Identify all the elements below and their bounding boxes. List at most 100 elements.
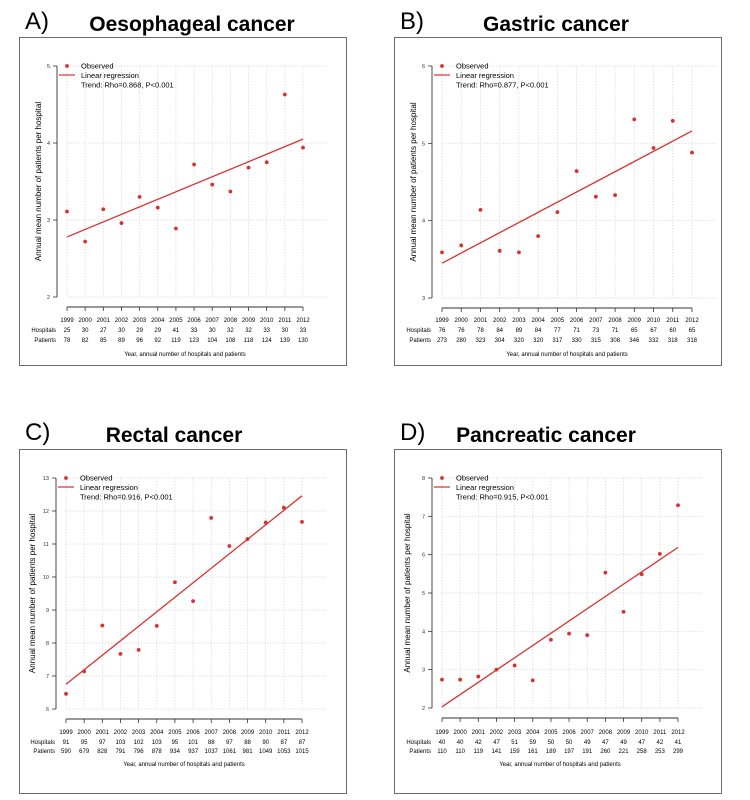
x-tick-label: 2004	[526, 730, 540, 736]
observed-point	[300, 519, 304, 524]
hospitals-count: 33	[300, 328, 307, 334]
observed-point	[209, 516, 214, 520]
hospitals-count: 51	[511, 740, 518, 746]
x-tick-label: 2012	[296, 318, 310, 324]
patients-count: 110	[437, 749, 447, 755]
hospitals-count: 49	[584, 740, 591, 746]
patients-count: 323	[475, 338, 486, 344]
plot-frame	[394, 449, 722, 794]
patients-count: 118	[244, 338, 254, 344]
hospitals-count: 73	[593, 328, 600, 334]
patients-count: 318	[668, 338, 679, 344]
x-tick-label: 2002	[115, 318, 129, 324]
patients-count: 92	[154, 338, 161, 344]
hospitals-count: 76	[458, 328, 465, 334]
observed-point	[118, 651, 123, 656]
observed-point	[245, 537, 250, 541]
patients-count: 299	[673, 749, 684, 755]
row-label-patients: Patients	[33, 749, 55, 755]
observed-point	[246, 165, 251, 170]
patients-count: 934	[170, 749, 181, 755]
patients-count: 981	[243, 749, 254, 755]
legend-observed-label: Observed	[456, 62, 489, 71]
y-tick-label: 6	[422, 64, 425, 70]
x-tick-label: 1999	[435, 730, 449, 736]
x-tick-label: 1999	[59, 730, 73, 736]
x-tick-label: 2011	[653, 730, 667, 736]
hospitals-count: 97	[226, 740, 233, 746]
hospitals-count: 32	[227, 328, 234, 334]
x-tick-label: 2003	[133, 318, 147, 324]
y-tick-label: 5	[422, 591, 425, 597]
observed-point	[585, 633, 590, 638]
hospitals-count: 30	[282, 328, 289, 334]
x-tick-label: 2008	[223, 730, 237, 736]
hospitals-count: 103	[115, 740, 126, 746]
hospitals-count: 89	[516, 328, 523, 334]
regression-line	[441, 130, 693, 264]
panel-letter: C)	[25, 419, 51, 446]
observed-point	[154, 623, 159, 628]
regression-line	[65, 495, 303, 685]
x-tick-label: 2000	[455, 318, 469, 324]
hospitals-count: 84	[496, 328, 503, 334]
patients-count: 304	[495, 338, 506, 344]
observed-point	[651, 146, 656, 150]
observed-point	[670, 119, 675, 123]
patients-count: 332	[649, 338, 660, 344]
y-axis-label: Annual mean number of patients per hospi…	[28, 514, 37, 673]
patients-count: 253	[655, 749, 666, 755]
x-tick-label: 2004	[150, 730, 164, 736]
patients-count: 1015	[295, 749, 309, 755]
y-tick-label: 3	[47, 218, 50, 224]
patients-count: 82	[82, 338, 89, 344]
x-tick-label: 2001	[472, 730, 486, 736]
x-tick-label: 2004	[531, 318, 545, 324]
hospitals-count: 88	[208, 740, 215, 746]
hospitals-count: 101	[188, 740, 199, 746]
y-axis-label: Annual mean number of patients per hospi…	[403, 513, 412, 672]
patients-count: 189	[546, 749, 557, 755]
patients-count: 260	[600, 749, 611, 755]
patients-count: 119	[171, 338, 181, 344]
y-tick-label: 4	[422, 219, 425, 225]
y-tick-label: 4	[47, 141, 50, 147]
observed-point	[593, 194, 598, 199]
y-axis-label: Annual mean number of patients per hospi…	[34, 102, 43, 261]
legend-observed-marker	[440, 64, 444, 68]
x-tick-label: 2003	[508, 730, 522, 736]
x-tick-label: 2009	[242, 318, 256, 324]
patients-count: 273	[437, 338, 448, 344]
x-tick-label: 2010	[260, 318, 274, 324]
x-tick-label: 2007	[205, 730, 219, 736]
patients-count: 280	[456, 338, 467, 344]
hospitals-count: 102	[134, 740, 145, 746]
x-axis-label: Year, annual number of hospitals and pat…	[499, 762, 621, 768]
observed-point	[101, 207, 106, 212]
observed-point	[613, 193, 617, 198]
observed-point	[440, 250, 444, 255]
row-label-patients: Patients	[34, 338, 56, 344]
legend-observed-marker	[64, 476, 68, 480]
patients-count: 828	[97, 749, 108, 755]
y-tick-label: 9	[46, 608, 49, 614]
observed-point	[119, 221, 124, 225]
legend-observed-marker	[65, 64, 69, 68]
patients-count: 119	[474, 749, 484, 755]
x-tick-label: 2007	[581, 730, 595, 736]
x-tick-label: 2008	[599, 730, 613, 736]
patients-count: 108	[225, 338, 236, 344]
observed-point	[174, 226, 178, 231]
patients-count: 130	[298, 338, 309, 344]
y-tick-label: 5	[422, 141, 425, 147]
x-tick-label: 2005	[551, 318, 565, 324]
legend-regression-label: Linear regression	[81, 71, 139, 80]
panel-letter: A)	[25, 8, 49, 35]
patients-count: 320	[533, 338, 544, 344]
patients-count: 1053	[277, 749, 291, 755]
patients-count: 590	[61, 749, 72, 755]
x-tick-label: 2005	[169, 318, 183, 324]
y-tick-label: 11	[43, 542, 49, 548]
